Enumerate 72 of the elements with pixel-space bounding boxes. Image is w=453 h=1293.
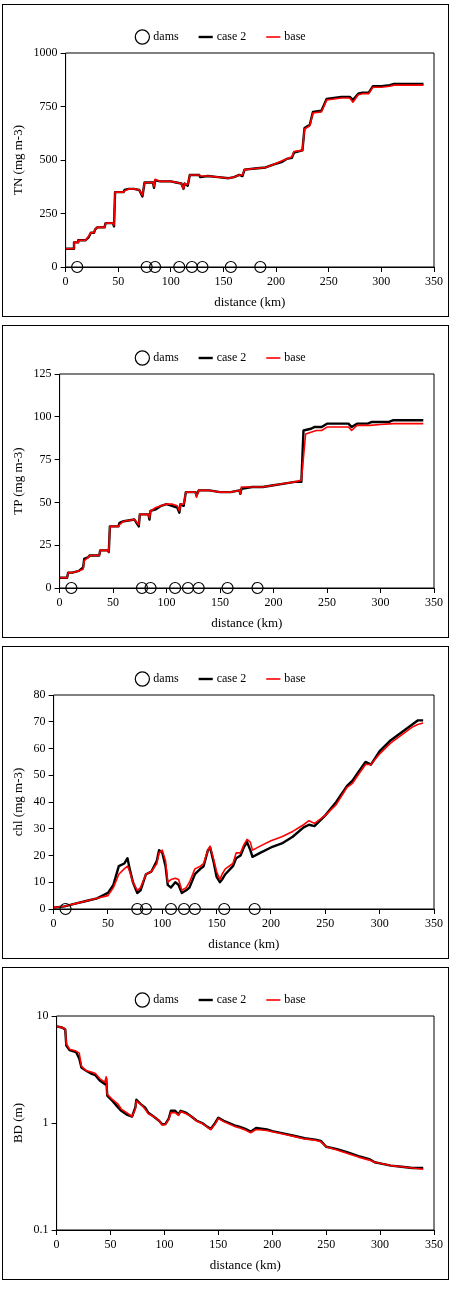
legend-label: dams — [153, 671, 180, 686]
y-axis-title: chl (mg m-3) — [10, 767, 26, 837]
x-tick-label: 50 — [107, 595, 120, 610]
y-axis-title: TN (mg m-3) — [10, 124, 26, 196]
legend-label: case 2 — [216, 350, 247, 365]
x-tick-label: 300 — [371, 1237, 390, 1252]
y-tick-label: 50 — [39, 494, 52, 509]
x-tick-label: 50 — [104, 1237, 117, 1252]
y-tick-label: 1000 — [33, 45, 58, 60]
y-tick-label: 10 — [33, 874, 46, 889]
x-tick-label: 150 — [207, 916, 226, 931]
legend-label: base — [284, 29, 306, 44]
x-tick-label: 150 — [209, 1237, 228, 1252]
x-tick-label: 350 — [425, 916, 443, 931]
y-tick-label: 20 — [33, 847, 46, 862]
y-tick-label: 80 — [33, 687, 46, 702]
x-tick-label: 250 — [318, 595, 337, 610]
x-axis-title: distance (km) — [214, 293, 286, 309]
x-tick-label: 100 — [155, 1237, 174, 1252]
x-tick-label: 300 — [371, 595, 390, 610]
y-tick-label: 0 — [39, 901, 46, 916]
legend-label: case 2 — [216, 29, 247, 44]
legend-label: base — [284, 992, 306, 1007]
y-tick-label: 1 — [42, 1115, 49, 1130]
legend-label: dams — [153, 992, 180, 1007]
x-tick-label: 300 — [372, 274, 391, 289]
legend-label: case 2 — [216, 671, 247, 686]
y-tick-label: 100 — [33, 408, 52, 423]
x-tick-label: 350 — [425, 595, 443, 610]
x-tick-label: 200 — [263, 1237, 282, 1252]
y-tick-label: 125 — [33, 366, 52, 381]
y-axis-title: BD (m) — [10, 1102, 26, 1144]
x-tick-label: 150 — [214, 274, 233, 289]
legend-label: case 2 — [216, 992, 247, 1007]
x-tick-label: 0 — [62, 274, 69, 289]
x-tick-label: 250 — [317, 1237, 336, 1252]
x-tick-label: 150 — [211, 595, 230, 610]
x-tick-label: 50 — [112, 274, 125, 289]
y-tick-label: 10 — [36, 1008, 49, 1023]
y-tick-label: 0 — [51, 259, 58, 274]
y-axis-title: TP (mg m-3) — [10, 447, 26, 515]
x-tick-label: 300 — [370, 916, 389, 931]
x-tick-label: 250 — [316, 916, 335, 931]
y-tick-label: 70 — [33, 713, 46, 728]
x-tick-label: 100 — [157, 595, 176, 610]
y-tick-label: 25 — [39, 537, 52, 552]
y-tick-label: 30 — [33, 820, 46, 835]
x-tick-label: 100 — [161, 274, 180, 289]
x-tick-label: 50 — [101, 916, 114, 931]
x-tick-label: 100 — [153, 916, 172, 931]
y-tick-label: 500 — [39, 152, 58, 167]
y-tick-label: 60 — [33, 740, 46, 755]
legend-label: dams — [153, 29, 180, 44]
legend-label: dams — [153, 350, 180, 365]
legend-label: base — [284, 671, 306, 686]
y-tick-label: 750 — [39, 98, 58, 113]
y-tick-label: 40 — [33, 794, 46, 809]
x-tick-label: 350 — [425, 274, 443, 289]
y-tick-label: 75 — [39, 451, 52, 466]
x-axis-title: distance (km) — [208, 935, 280, 951]
x-axis-title: distance (km) — [211, 614, 283, 630]
y-tick-label: 50 — [33, 767, 46, 782]
x-tick-label: 350 — [425, 1237, 443, 1252]
x-axis-title: distance (km) — [209, 1256, 281, 1272]
y-tick-label: 250 — [39, 205, 58, 220]
x-tick-label: 250 — [319, 274, 338, 289]
y-tick-label: 0.1 — [33, 1222, 49, 1237]
x-tick-label: 200 — [264, 595, 283, 610]
y-tick-label: 0 — [45, 580, 52, 595]
x-tick-label: 200 — [261, 916, 280, 931]
x-tick-label: 200 — [267, 274, 286, 289]
legend-label: base — [284, 350, 306, 365]
